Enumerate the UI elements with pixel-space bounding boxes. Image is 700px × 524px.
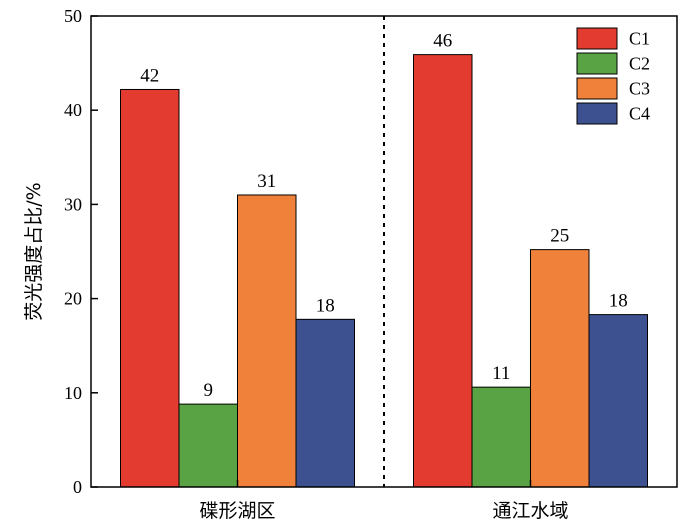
data-label-c1-2: 46 xyxy=(433,31,452,52)
data-label-c3-2: 25 xyxy=(550,226,569,247)
y-tick-label-20: 20 xyxy=(64,289,82,309)
legend-label-c4: C4 xyxy=(629,104,650,124)
legend-label-c3: C3 xyxy=(629,79,650,99)
y-tick-label-30: 30 xyxy=(64,194,82,214)
bars-layer xyxy=(120,54,648,488)
x-category-label-2: 通江水域 xyxy=(492,500,568,522)
x-axis: 碟形湖区 通江水域 xyxy=(199,480,569,522)
legend-swatch-c1 xyxy=(576,27,618,50)
bar-c3-1 xyxy=(237,194,297,488)
bar-c3-2 xyxy=(530,249,590,488)
legend-label-c1: C1 xyxy=(629,29,650,49)
data-label-c1-1: 42 xyxy=(140,65,159,86)
data-label-c4-1: 18 xyxy=(316,295,335,316)
bar-c1-1 xyxy=(120,88,180,488)
legend-swatch-c4 xyxy=(576,102,618,125)
y-tick-label-0: 0 xyxy=(73,477,82,497)
legend-swatch-c3 xyxy=(576,77,618,100)
legend-label-c2: C2 xyxy=(629,54,650,74)
bar-c2-2 xyxy=(471,386,531,488)
bar-c4-2 xyxy=(588,314,648,488)
legend-swatch-c2 xyxy=(576,52,618,75)
legend: C1 C2 C3 C4 xyxy=(576,27,650,125)
plot-frame xyxy=(90,15,678,488)
y-axis-title: 荧光强度占比/% xyxy=(23,182,45,320)
y-tick-label-50: 50 xyxy=(64,6,82,26)
x-category-label-1: 碟形湖区 xyxy=(199,500,275,522)
bar-c2-1 xyxy=(178,403,238,488)
y-axis: 0 10 20 30 40 50 xyxy=(64,6,98,497)
data-label-c4-2: 18 xyxy=(609,291,628,312)
bar-c4-1 xyxy=(295,318,355,488)
bar-c1-2 xyxy=(413,54,473,488)
data-label-c3-1: 31 xyxy=(257,171,276,192)
data-labels-layer: 42 9 31 18 46 11 25 18 xyxy=(140,31,628,401)
y-tick-label-10: 10 xyxy=(64,383,82,403)
data-label-c2-2: 11 xyxy=(492,363,510,384)
y-tick-label-40: 40 xyxy=(64,100,82,120)
data-label-c2-1: 9 xyxy=(204,380,214,401)
